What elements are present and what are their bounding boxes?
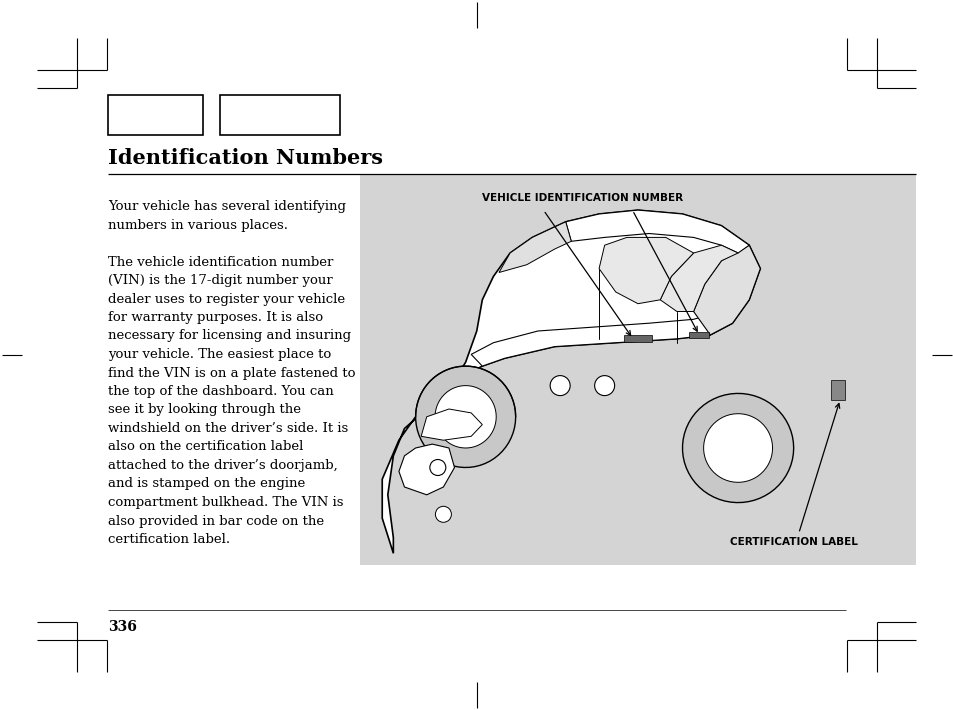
Polygon shape bbox=[681, 393, 793, 503]
Polygon shape bbox=[435, 386, 496, 448]
Bar bbox=[108, 95, 203, 135]
Polygon shape bbox=[598, 237, 693, 304]
Bar bbox=[220, 95, 339, 135]
Polygon shape bbox=[471, 312, 732, 366]
Circle shape bbox=[430, 459, 445, 476]
Text: VEHICLE IDENTIFICATION NUMBER: VEHICLE IDENTIFICATION NUMBER bbox=[481, 193, 682, 203]
Polygon shape bbox=[659, 245, 738, 312]
Text: Your vehicle has several identifying
numbers in various places.

The vehicle ide: Your vehicle has several identifying num… bbox=[108, 200, 355, 546]
Text: 336: 336 bbox=[108, 620, 136, 634]
Polygon shape bbox=[693, 245, 760, 335]
Bar bbox=[623, 335, 651, 342]
Polygon shape bbox=[703, 414, 772, 482]
Text: CERTIFICATION LABEL: CERTIFICATION LABEL bbox=[729, 537, 857, 547]
Polygon shape bbox=[498, 222, 571, 273]
Bar bbox=[359, 175, 915, 565]
Polygon shape bbox=[382, 210, 760, 553]
Bar bbox=[830, 380, 844, 400]
Polygon shape bbox=[416, 366, 516, 467]
Bar bbox=[688, 332, 708, 338]
Circle shape bbox=[550, 376, 570, 395]
Circle shape bbox=[594, 376, 614, 395]
Text: Identification Numbers: Identification Numbers bbox=[108, 148, 382, 168]
Circle shape bbox=[435, 506, 451, 523]
Polygon shape bbox=[420, 409, 482, 440]
Polygon shape bbox=[565, 210, 748, 253]
Polygon shape bbox=[398, 444, 454, 495]
